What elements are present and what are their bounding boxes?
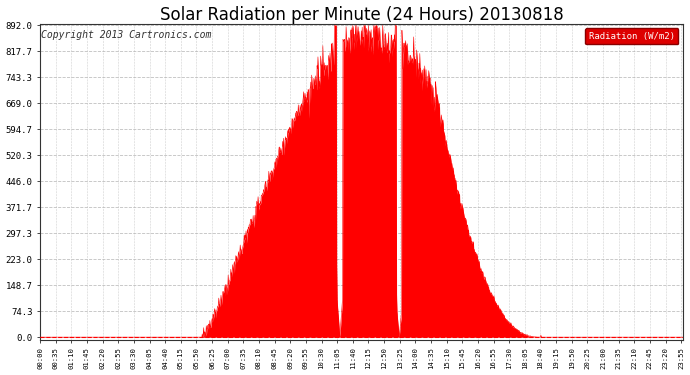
Legend: Radiation (W/m2): Radiation (W/m2) <box>585 28 678 45</box>
Title: Solar Radiation per Minute (24 Hours) 20130818: Solar Radiation per Minute (24 Hours) 20… <box>159 6 563 24</box>
Text: Copyright 2013 Cartronics.com: Copyright 2013 Cartronics.com <box>41 30 212 40</box>
